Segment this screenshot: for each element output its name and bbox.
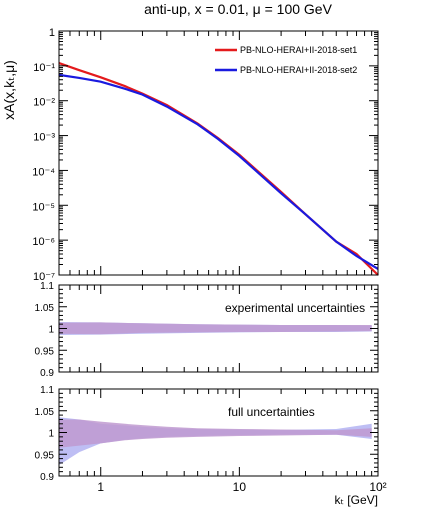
experimental-y-tick-label: 0.95	[35, 346, 55, 357]
main-y-tick-label: 1	[49, 27, 55, 39]
experimental-y-tick-label: 1	[48, 325, 54, 336]
full-band-2	[59, 419, 372, 448]
experimental-y-tick-label: 1.1	[40, 281, 54, 292]
main-panel-frame	[58, 30, 379, 276]
x-tick-label: 10	[233, 480, 247, 494]
main-y-ticks: 1 10⁻¹ 10⁻² 10⁻³ 10⁻⁴ 10⁻⁵ 10⁻⁶ 10⁻⁷	[32, 27, 378, 283]
main-panel: 1 10⁻¹ 10⁻² 10⁻³ 10⁻⁴ 10⁻⁵ 10⁻⁶ 10⁻⁷ xA(x,kₜ,μ)…	[1, 27, 379, 283]
full-y-tick-label: 0.95	[35, 450, 55, 461]
main-y-tick-label: 10⁻⁵	[32, 201, 55, 213]
x-tick-label: 1	[97, 480, 104, 494]
experimental-band-2	[59, 322, 372, 335]
full-y-tick-label: 1.05	[35, 407, 55, 418]
full-y-ticks: 0.9 0.95 1 1.05 1.1	[35, 385, 378, 483]
series-line-set1	[58, 62, 379, 276]
x-tick-label: 10²	[369, 480, 386, 494]
experimental-y-tick-label: 0.9	[40, 368, 54, 379]
series-line-set2	[58, 73, 379, 270]
main-y-tick-label: 10⁻¹	[33, 62, 55, 74]
experimental-band-area	[59, 322, 372, 335]
x-axis-ticks: 1 10 10²	[58, 31, 387, 494]
main-plot-area	[58, 62, 379, 276]
experimental-annotation: experimental uncertainties	[225, 301, 365, 315]
full-y-tick-label: 1.1	[40, 385, 54, 396]
experimental-y-ticks: 0.9 0.95 1 1.05 1.1	[35, 281, 378, 379]
full-y-tick-label: 1	[48, 429, 54, 440]
main-y-tick-label: 10⁻²	[33, 97, 55, 109]
full-y-tick-label: 0.9	[40, 472, 54, 483]
x-axis-label: kₜ [GeV]	[334, 493, 378, 507]
main-y-tick-label: 10⁻³	[33, 132, 55, 144]
main-y-tick-label: 10⁻⁶	[32, 236, 55, 248]
main-y-tick-label: 10⁻⁷	[33, 271, 55, 283]
main-y-axis-label: xA(x,kₜ,μ)	[1, 60, 17, 120]
figure-title: anti-up, x = 0.01, μ = 100 GeV	[144, 1, 333, 17]
main-y-tick-label: 10⁻⁴	[32, 166, 55, 178]
legend-label-set1: PB-NLO-HERAI+II-2018-set1	[240, 45, 357, 55]
full-band-area	[59, 417, 372, 466]
legend-label-set2: PB-NLO-HERAI+II-2018-set2	[240, 65, 357, 75]
ratio-panel-experimental: 0.9 0.95 1 1.05 1.1 experimental uncertainti…	[35, 281, 379, 379]
experimental-y-tick-label: 1.05	[35, 303, 55, 314]
legend: PB-NLO-HERAI+II-2018-set1 PB-NLO-HERAI+I…	[215, 45, 357, 75]
full-annotation: full uncertainties	[228, 405, 315, 419]
